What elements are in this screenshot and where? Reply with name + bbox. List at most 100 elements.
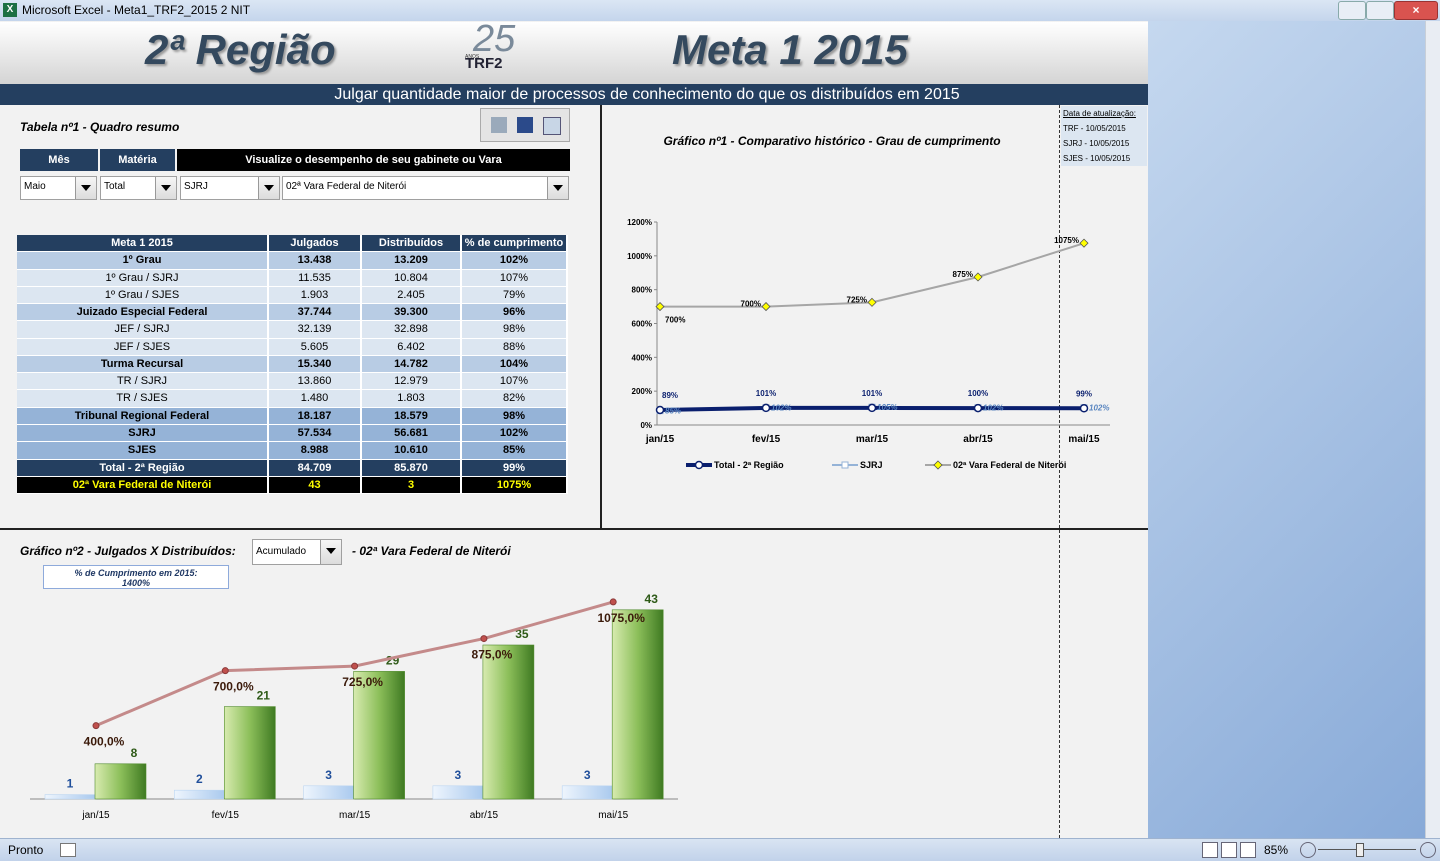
subject-dropdown[interactable]: Total — [100, 176, 177, 200]
zoom-in[interactable] — [1420, 842, 1436, 858]
table-cell: 6.402 — [362, 338, 462, 356]
data-label: 101% — [862, 389, 882, 398]
table-cell: 1075% — [462, 476, 568, 495]
data-label: 875% — [953, 270, 973, 279]
marker — [655, 405, 665, 415]
data-label: 89% — [662, 391, 678, 400]
table-cell: 14.782 — [362, 355, 462, 374]
table-cell: 1.803 — [362, 390, 462, 408]
table-cell: SJES — [17, 442, 269, 460]
minimize-button[interactable] — [1338, 1, 1366, 20]
legend-label: Total - 2ª Região — [714, 460, 784, 470]
y-tick-label: 200% — [632, 387, 652, 396]
preview-button[interactable] — [543, 117, 561, 135]
legend-label: SJRJ — [860, 460, 883, 470]
table-cell: 85% — [462, 442, 568, 460]
dropdown-value: Maio — [24, 181, 46, 192]
table-cell: 82% — [462, 390, 568, 408]
table-cell: 13.438 — [269, 252, 362, 270]
marker — [1079, 238, 1089, 248]
table-cell: TR / SJES — [17, 390, 269, 408]
data-label: 3 — [455, 768, 462, 782]
section-dropdown[interactable]: SJRJ — [180, 176, 280, 200]
zoom-slider[interactable] — [1318, 849, 1416, 850]
table-cell: 102% — [462, 252, 568, 270]
y-tick-label: 800% — [632, 286, 652, 295]
table-cell: 1º Grau / SJRJ — [17, 269, 269, 287]
unit-dropdown[interactable]: 02ª Vara Federal de Niterói — [282, 176, 569, 200]
x-tick-label: jan/15 — [645, 434, 675, 445]
table-cell: 98% — [462, 407, 568, 425]
marker — [92, 722, 100, 730]
x-tick-label: abr/15 — [963, 434, 993, 445]
page-break-view[interactable] — [1240, 842, 1256, 858]
subtitle: Julgar quantidade maior de processos de … — [334, 86, 960, 103]
marker — [867, 297, 877, 307]
zoom-thumb[interactable] — [1356, 843, 1364, 857]
table-cell: Total - 2ª Região — [17, 459, 269, 477]
table-cell: 88% — [462, 338, 568, 356]
logo-number: 25 — [473, 18, 516, 60]
table-cell: 18.187 — [269, 407, 362, 425]
data-label: 725,0% — [342, 675, 383, 689]
table-cell: JEF / SJES — [17, 338, 269, 356]
normal-view[interactable] — [1202, 842, 1218, 858]
data-label: 105% — [877, 403, 897, 412]
macro-button[interactable] — [60, 843, 76, 857]
data-label: 3 — [325, 768, 332, 782]
data-label: 1075,0% — [598, 611, 646, 625]
bar — [174, 789, 226, 800]
table-cell: 10.610 — [362, 442, 462, 460]
layout-view[interactable] — [1221, 842, 1237, 858]
table-cell: 10.804 — [362, 269, 462, 287]
dropdown-value: Acumulado — [256, 546, 307, 557]
zoom-out[interactable] — [1300, 842, 1316, 858]
update-title: Data de atualização: — [1063, 109, 1136, 118]
data-label: 43 — [645, 592, 659, 606]
restore-button[interactable] — [1366, 1, 1394, 20]
filter-header: Visualize o desempenho de seu gabinete o… — [177, 149, 570, 171]
table-cell: SJRJ — [17, 424, 269, 443]
save-button[interactable] — [517, 117, 533, 133]
table-cell: 02ª Vara Federal de Niterói — [17, 476, 269, 495]
note-line: % de Cumprimento em 2015: — [74, 568, 198, 578]
table-cell: 98% — [462, 321, 568, 339]
y-tick-label: 1000% — [627, 252, 652, 261]
close-button[interactable]: × — [1394, 1, 1438, 20]
table-cell: 79% — [462, 286, 568, 305]
update-line: SJRJ - 10/05/2015 — [1063, 139, 1130, 148]
data-label: 1075% — [1054, 236, 1079, 245]
x-tick-label: mar/15 — [856, 434, 889, 445]
table-cell: 1º Grau — [17, 252, 269, 270]
data-label: 102% — [771, 404, 791, 413]
bar — [432, 785, 485, 800]
data-label: 8 — [131, 746, 138, 760]
accumulation-dropdown[interactable]: Acumulado — [252, 539, 342, 565]
table-cell: 3 — [362, 476, 462, 495]
marker — [221, 667, 229, 675]
x-tick-label: abr/15 — [470, 810, 499, 821]
data-label: 100% — [968, 389, 988, 398]
table-cell: 1.480 — [269, 390, 362, 408]
y-tick-label: 0% — [640, 421, 652, 430]
print-button[interactable] — [491, 117, 507, 133]
data-label: 102% — [983, 404, 1003, 413]
marker — [933, 460, 943, 470]
table-cell: Juizado Especial Federal — [17, 304, 269, 322]
series-line — [660, 242, 1085, 308]
app-icon[interactable]: X — [3, 3, 17, 17]
marker — [973, 403, 983, 413]
marker — [480, 635, 488, 643]
table-cell: 13.209 — [362, 252, 462, 270]
data-label: 101% — [756, 389, 776, 398]
data-label: 400,0% — [84, 735, 125, 749]
table-cell: 13.860 — [269, 373, 362, 391]
charts: Gráfico nº1 - Comparativo histórico - Gr… — [30, 134, 1110, 821]
month-dropdown[interactable]: Maio — [20, 176, 97, 200]
table-cell: 102% — [462, 424, 568, 443]
status-text: Pronto — [8, 843, 44, 857]
vertical-scrollbar[interactable] — [1425, 21, 1440, 838]
divider — [0, 528, 1148, 530]
marker — [655, 302, 665, 312]
